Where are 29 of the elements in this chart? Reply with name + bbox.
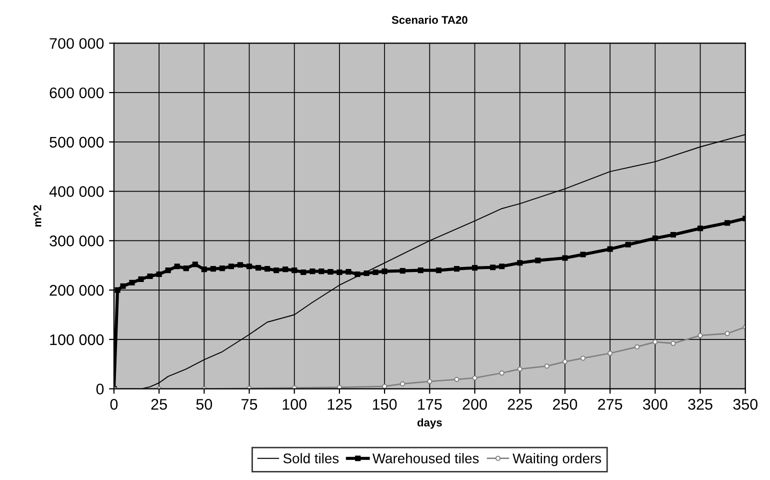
x-tick-label: 25 <box>151 398 167 410</box>
y-tick-label: 0 <box>96 384 104 394</box>
x-tick-label: 75 <box>242 399 258 410</box>
x-tick-label: 200 <box>462 398 487 410</box>
y-tick-label: 100 000 <box>50 334 104 346</box>
legend-label: Waiting orders <box>512 453 602 466</box>
x-tick-label: 125 <box>328 398 352 410</box>
x-tick-label: 175 <box>418 399 442 410</box>
y-tick-label: 700 000 <box>50 38 104 49</box>
x-tick-label: 50 <box>196 398 212 410</box>
y-tick-label: 300 000 <box>50 236 104 246</box>
x-tick-label: 150 <box>372 398 397 410</box>
x-tick-label: 225 <box>508 398 532 410</box>
x-axis-title: days <box>417 418 442 429</box>
x-tick-label: 0 <box>110 398 118 410</box>
x-tick-label: 325 <box>688 398 712 410</box>
legend-label: Warehoused tiles <box>372 453 479 464</box>
y-tick-label: 200 000 <box>50 284 104 296</box>
y-tick-label: 500 000 <box>50 136 104 148</box>
chart-title: Scenario TA20 <box>392 16 468 24</box>
x-tick-label: 300 <box>643 398 668 410</box>
x-tick-label: 350 <box>733 398 758 410</box>
y-tick-label: 600 000 <box>50 87 104 98</box>
x-tick-label: 100 <box>282 398 307 410</box>
x-tick-label: 250 <box>552 398 578 410</box>
y-tick-label: 400 000 <box>49 186 104 197</box>
y-axis-title: m^2 <box>33 205 42 227</box>
legend-label: Sold tiles <box>283 453 339 464</box>
x-tick-label: 275 <box>598 398 622 410</box>
